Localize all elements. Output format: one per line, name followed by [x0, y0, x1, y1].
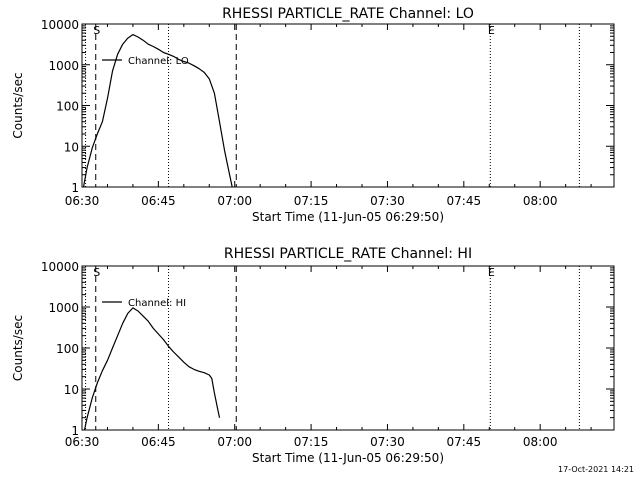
chart1-x-tick-label: 07:15: [294, 194, 329, 208]
chart1-y-tick-label: 10000: [41, 18, 79, 32]
chart1-y-tick-label: 10: [64, 140, 79, 154]
chart2-y-tick-label: 1: [71, 424, 79, 438]
chart2-frame: [81, 265, 615, 431]
chart1-title: RHESSI PARTICLE_RATE Channel: LO: [222, 6, 474, 22]
chart1-series-line: [82, 33, 233, 188]
chart1-x-tick-label: 08:00: [523, 194, 558, 208]
chart1-x-tick-label: 06:45: [141, 194, 176, 208]
chart2-x-tick-label: 07:30: [370, 435, 405, 449]
chart2-marker-label: S: [93, 266, 100, 279]
chart2-y-axis-label: Counts/sec: [11, 315, 25, 381]
chart2-x-tick-label: 06:45: [141, 435, 176, 449]
chart2-y-tick-label: 10000: [41, 260, 79, 274]
timestamp: 17-Oct-2021 14:21: [558, 465, 634, 474]
chart2-x-tick-label: 07:00: [217, 435, 252, 449]
chart1-frame: [81, 23, 615, 188]
chart1-x-axis-label: Start Time (11-Jun-05 06:29:50): [252, 210, 444, 224]
chart2-y-tick-label: 1000: [48, 301, 79, 315]
chart2-series-line: [83, 307, 221, 431]
chart1-x-tick-label: 07:00: [217, 194, 252, 208]
chart1-y-tick-label: 1: [71, 181, 79, 195]
chart2-title: RHESSI PARTICLE_RATE Channel: HI: [224, 246, 472, 262]
chart2-y-tick-label: 100: [56, 342, 79, 356]
chart1-marker-label: S: [93, 24, 100, 37]
chart2-x-tick-label: 07:45: [447, 435, 482, 449]
chart2-legend-label: Channel: HI: [128, 298, 186, 309]
chart1-legend-label: Channel: LO: [128, 56, 189, 67]
chart2-marker-label: E: [488, 266, 495, 279]
chart2-x-axis-label: Start Time (11-Jun-05 06:29:50): [252, 451, 444, 465]
chart1-marker-label: E: [488, 24, 495, 37]
chart1-y-tick-label: 100: [56, 100, 79, 114]
chart2-y-tick-label: 10: [64, 383, 79, 397]
chart2-x-tick-label: 08:00: [523, 435, 558, 449]
chart2-x-tick-label: 06:30: [65, 435, 100, 449]
chart1-x-tick-label: 07:45: [447, 194, 482, 208]
chart2-x-tick-label: 07:15: [294, 435, 329, 449]
chart1-x-tick-label: 06:30: [65, 194, 100, 208]
chart1-y-tick-label: 1000: [48, 59, 79, 73]
chart1-x-tick-label: 07:30: [370, 194, 405, 208]
chart1-y-axis-label: Counts/sec: [11, 72, 25, 138]
